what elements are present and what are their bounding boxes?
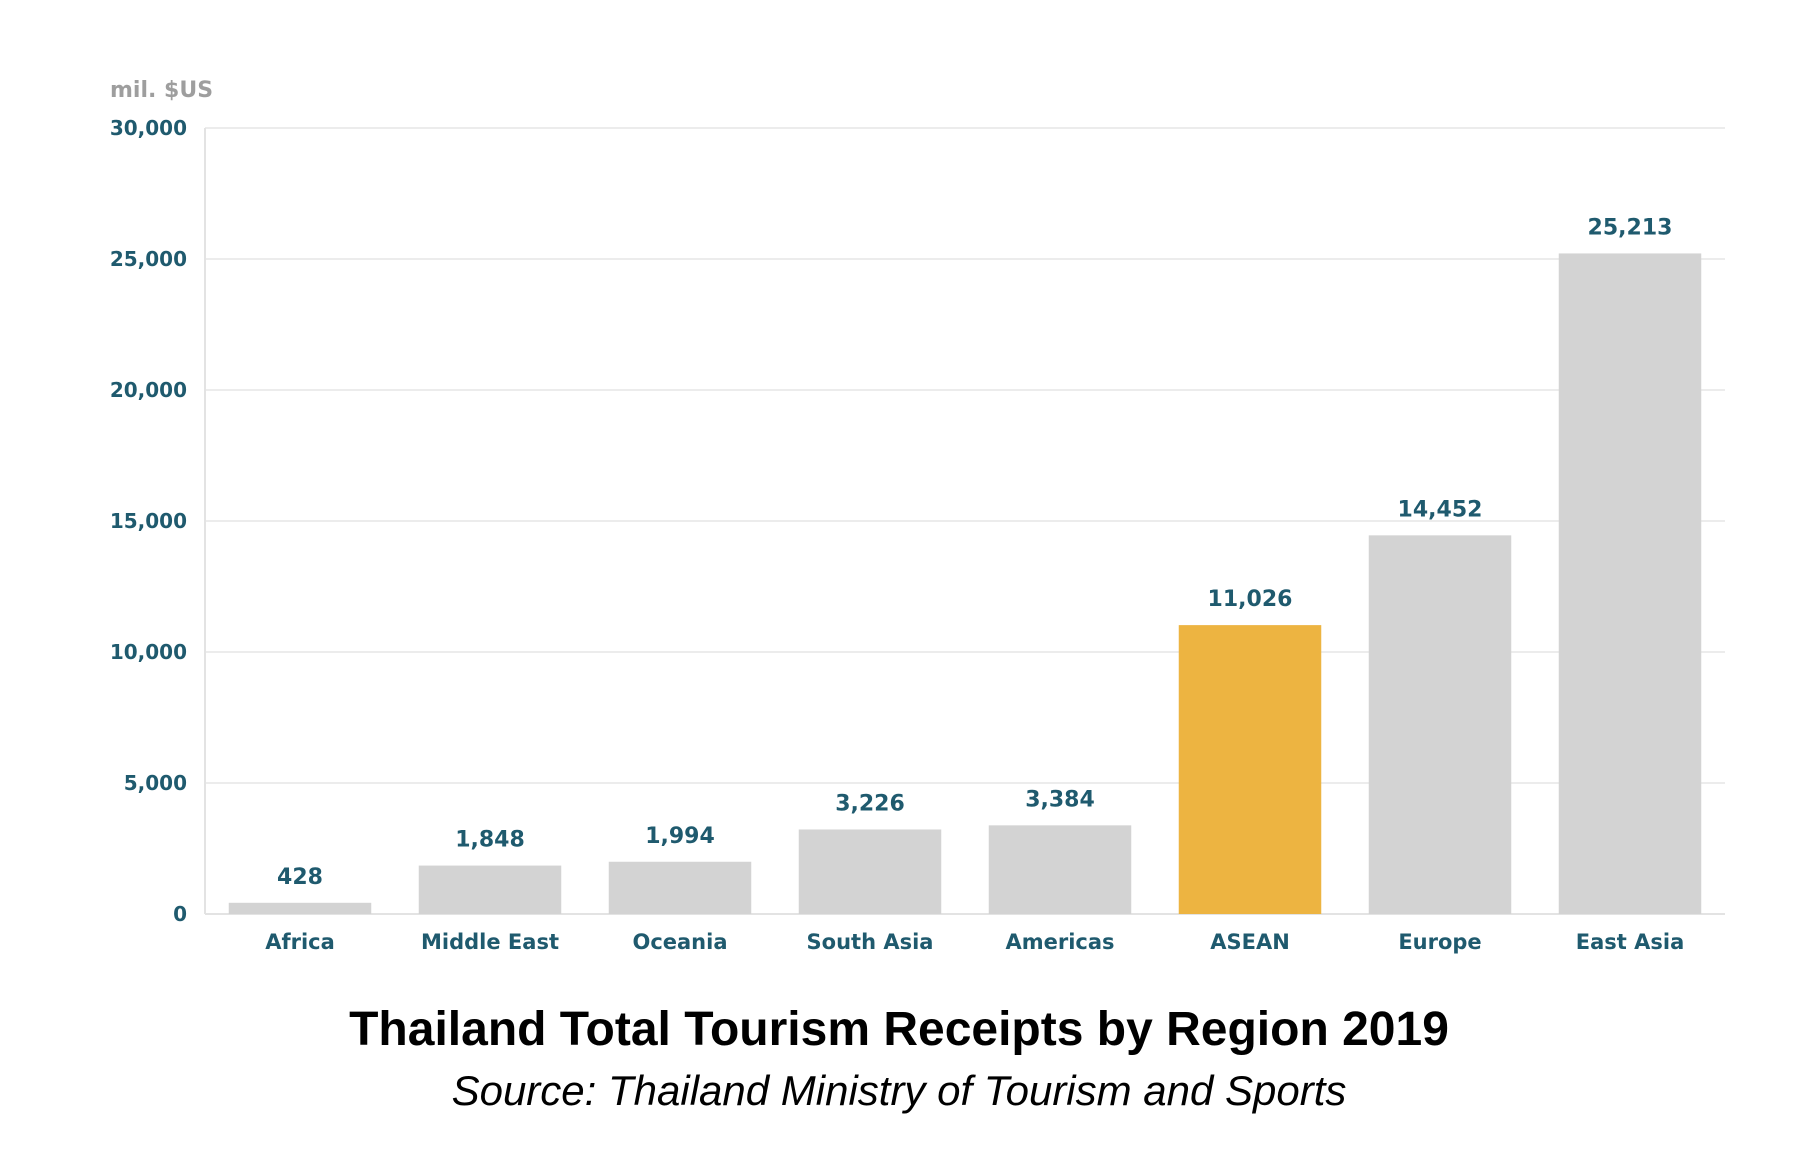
data-label: 428 — [277, 865, 323, 890]
x-axis-ticks: Africa Middle East Oceania South Asia Americ… — [265, 930, 1684, 954]
data-label: 1,994 — [645, 824, 715, 849]
y-tick-label: 30,000 — [110, 116, 187, 140]
x-tick-label: East Asia — [1576, 930, 1685, 954]
x-tick-label: Africa — [265, 930, 335, 954]
y-tick-label: 15,000 — [110, 509, 187, 533]
bars — [228, 253, 1702, 914]
x-tick-label: ASEAN — [1210, 930, 1290, 954]
data-labels: 428 1,848 1,994 3,226 3,384 11,026 14,452 25,21… — [277, 215, 1672, 889]
data-label: 3,384 — [1025, 787, 1095, 812]
x-tick-label: Middle East — [421, 930, 559, 954]
bar-east-asia — [1558, 253, 1702, 914]
y-tick-label: 20,000 — [110, 378, 187, 402]
bar-asean — [1178, 625, 1322, 914]
x-tick-label: South Asia — [807, 930, 934, 954]
bar-oceania — [608, 861, 752, 914]
chart-title: Thailand Total Tourism Receipts by Regio… — [349, 1003, 1449, 1056]
y-tick-label: 25,000 — [110, 247, 187, 271]
unit-label: mil. $US — [110, 78, 213, 103]
data-label: 1,848 — [455, 828, 525, 853]
y-tick-label: 5,000 — [124, 771, 187, 795]
bar-americas — [988, 825, 1132, 914]
data-label: 11,026 — [1208, 587, 1293, 612]
chart-area: mil. $US 0 5,000 10,000 15,000 20,000 25,000 3… — [110, 78, 1725, 954]
x-tick-label: Europe — [1398, 930, 1481, 954]
y-tick-label: 0 — [173, 902, 187, 926]
chart-source: Source: Thailand Ministry of Tourism and… — [451, 1067, 1347, 1114]
bar-chart: mil. $US 0 5,000 10,000 15,000 20,000 25,000 3… — [110, 78, 1725, 954]
bar-south-asia — [798, 829, 942, 914]
bar-africa — [228, 902, 372, 914]
data-label: 25,213 — [1588, 215, 1673, 240]
bar-middle-east — [418, 865, 562, 914]
y-tick-label: 10,000 — [110, 640, 187, 664]
data-label: 3,226 — [835, 791, 905, 816]
data-label: 14,452 — [1398, 497, 1483, 522]
title-block: Thailand Total Tourism Receipts by Regio… — [0, 1000, 1798, 1118]
y-axis-ticks: 0 5,000 10,000 15,000 20,000 25,000 30,000 — [110, 116, 187, 926]
x-tick-label: Americas — [1005, 930, 1114, 954]
x-tick-label: Oceania — [632, 930, 727, 954]
bar-europe — [1368, 535, 1512, 914]
